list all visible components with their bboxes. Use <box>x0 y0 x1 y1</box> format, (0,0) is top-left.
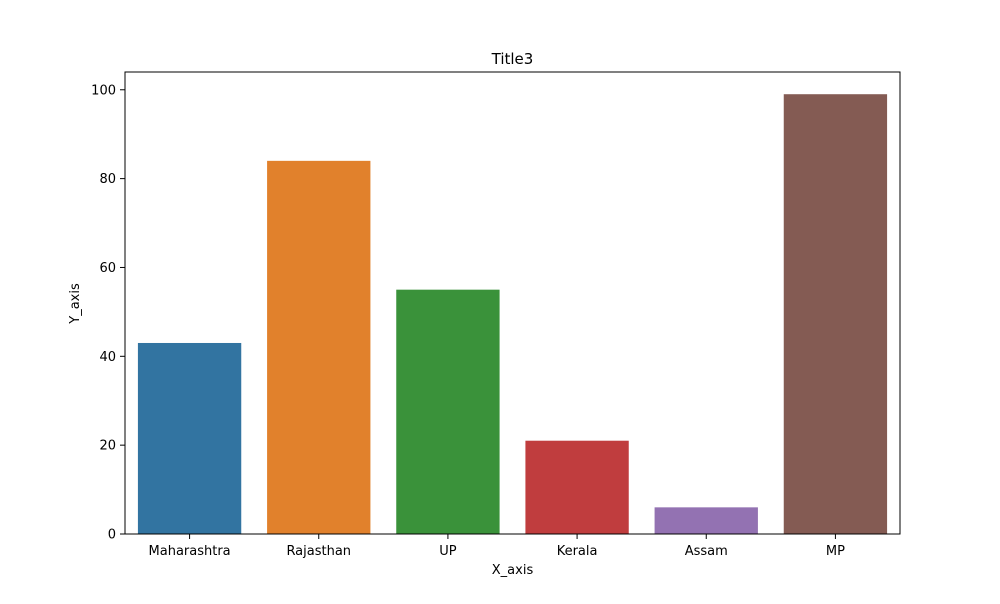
bar-up <box>396 289 500 534</box>
bar-kerala <box>525 440 629 534</box>
x-tick-label: Rajasthan <box>286 544 351 559</box>
bar-mp <box>783 94 888 534</box>
bar-assam <box>654 507 758 534</box>
y-tick-label: 60 <box>99 261 116 276</box>
bars-group <box>137 94 888 534</box>
y-tick-label: 100 <box>91 83 116 98</box>
x-axis-label: X_axis <box>492 563 534 578</box>
x-tick-label: UP <box>439 544 457 559</box>
bar-maharashtra <box>137 342 242 534</box>
bar-rajasthan <box>267 160 371 534</box>
x-tick-label: Maharashtra <box>149 544 231 559</box>
y-tick-label: 40 <box>99 350 116 365</box>
plot-frame <box>124 71 901 535</box>
axes-group: Maharashtra Rajasthan UP Kerala Assam MP 0 20 40… <box>91 71 901 559</box>
x-tick-label: Kerala <box>557 544 598 559</box>
y-tick-label: 20 <box>99 439 116 454</box>
x-tick-label: MP <box>826 544 845 559</box>
x-tick-label: Assam <box>685 544 728 559</box>
chart-title: Title3 <box>491 50 534 68</box>
y-tick-label: 80 <box>99 172 116 187</box>
y-tick-label: 0 <box>108 528 116 543</box>
y-axis-label: Y_axis <box>68 283 83 325</box>
